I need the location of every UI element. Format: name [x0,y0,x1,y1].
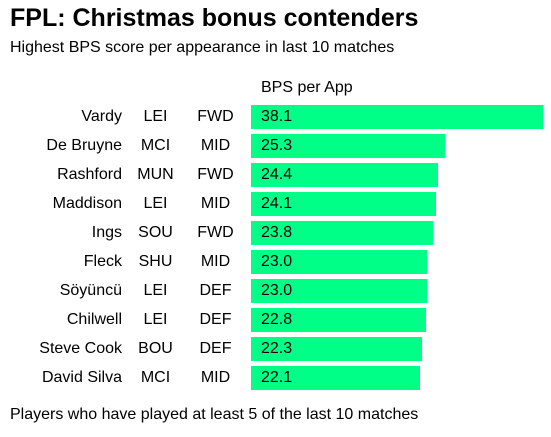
team-label: LEI [143,108,168,125]
player-name: Fleck [83,253,122,270]
player-name: De Bruyne [46,137,122,154]
position-label: DEF [199,282,232,299]
table-row: De Bruyne MCI MID 25.3 [0,133,551,159]
table-row: Rashford MUN FWD 24.4 [0,162,551,188]
team-label: LEI [143,195,168,212]
player-name: Ings [91,224,122,241]
bar [251,337,422,361]
value-label: 22.8 [261,311,293,328]
bar [251,192,436,216]
position-label: FWD [197,108,234,125]
position-label: MID [200,253,231,270]
chart-subtitle: Highest BPS score per appearance in last… [10,39,395,56]
value-label: 38.1 [261,108,293,125]
bar [251,279,427,303]
position-label: FWD [197,166,234,183]
table-row: David Silva MCI MID 22.1 [0,365,551,391]
player-name: Chilwell [66,311,122,328]
bar [251,308,426,332]
team-label: SHU [138,253,173,270]
table-row: Fleck SHU MID 23.0 [0,249,551,275]
player-name: Steve Cook [39,340,122,357]
column-header: BPS per App [261,79,353,96]
player-name: Rashford [57,166,122,183]
bar [251,134,445,158]
bar [251,366,420,390]
value-label: 23.8 [261,224,293,241]
team-label: MUN [137,166,174,183]
bar [251,163,438,187]
player-name: Söyüncü [59,282,122,299]
value-label: 24.1 [261,195,293,212]
table-row: Chilwell LEI DEF 22.8 [0,307,551,333]
value-label: 25.3 [261,137,293,154]
team-label: MCI [140,137,171,154]
value-label: 22.1 [261,369,293,386]
table-row: Vardy LEI FWD 38.1 [0,104,551,130]
position-label: MID [200,369,231,386]
value-label: 23.0 [261,253,293,270]
value-label: 22.3 [261,340,293,357]
bar [251,250,427,274]
value-label: 23.0 [261,282,293,299]
position-label: DEF [199,311,232,328]
team-label: BOU [138,340,173,357]
position-label: FWD [197,224,234,241]
table-row: Söyüncü LEI DEF 23.0 [0,278,551,304]
team-label: SOU [138,224,173,241]
position-label: MID [200,137,231,154]
value-label: 24.4 [261,166,293,183]
team-label: MCI [140,369,171,386]
player-name: David Silva [41,369,122,386]
player-name: Vardy [81,108,122,125]
position-label: DEF [199,340,232,357]
team-label: LEI [143,311,168,328]
team-label: LEI [143,282,168,299]
table-row: Ings SOU FWD 23.8 [0,220,551,246]
player-name: Maddison [52,195,122,212]
bar [251,221,433,245]
position-label: MID [200,195,231,212]
table-row: Steve Cook BOU DEF 22.3 [0,336,551,362]
bar [251,105,543,129]
table-row: Maddison LEI MID 24.1 [0,191,551,217]
chart-title: FPL: Christmas bonus contenders [10,4,419,32]
footnote: Players who have played at least 5 of th… [10,406,419,423]
